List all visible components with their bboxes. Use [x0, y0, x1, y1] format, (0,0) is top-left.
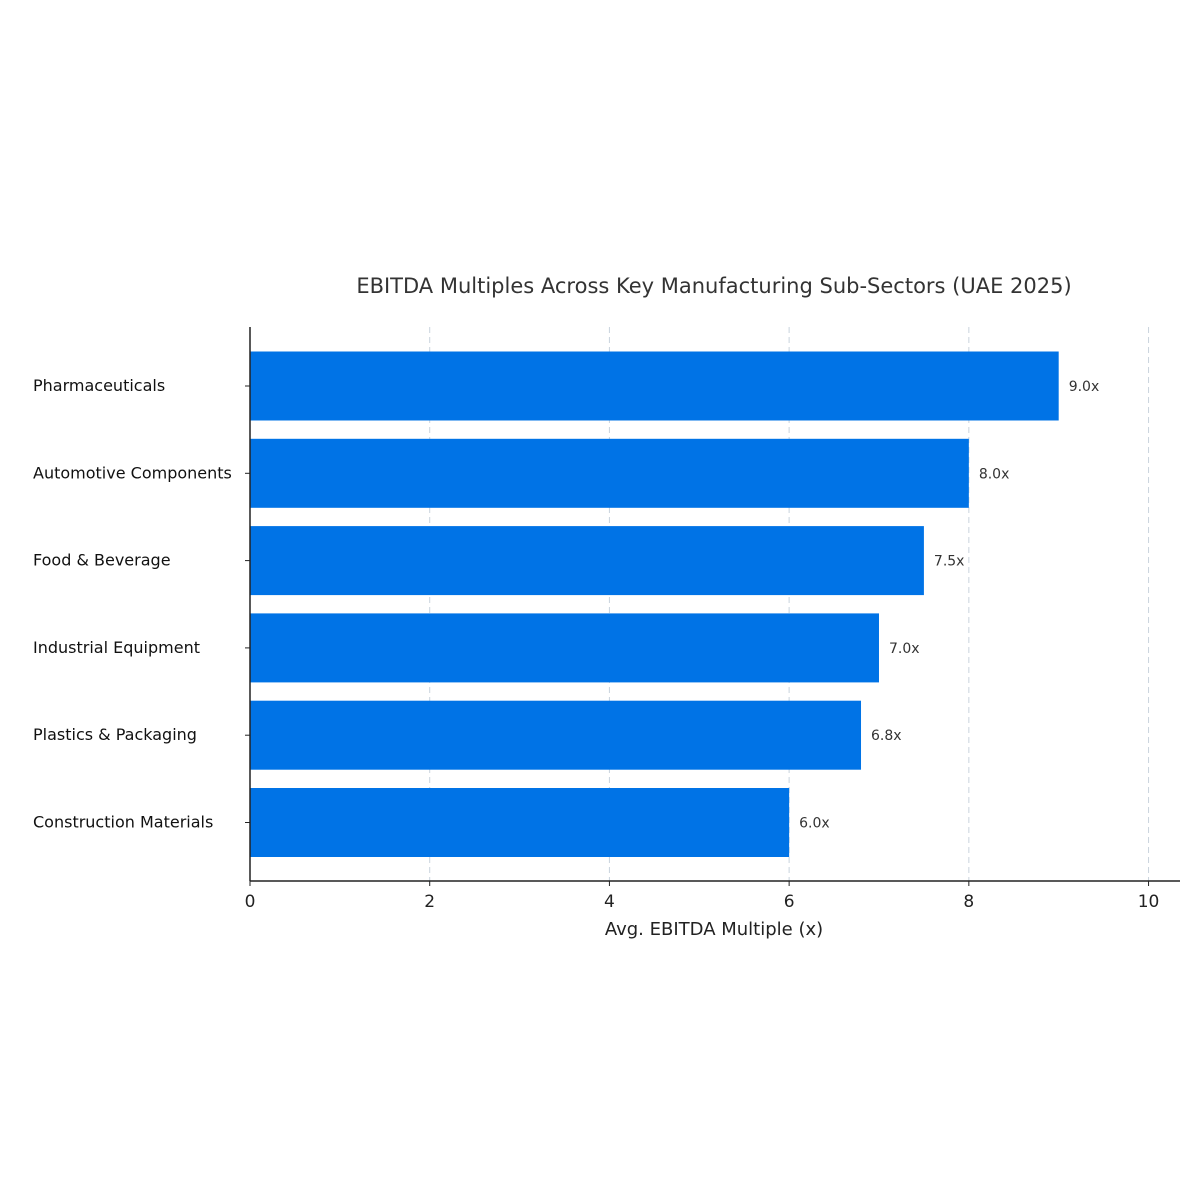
data-label-1: 8.0x: [979, 466, 1010, 482]
bar-5: [250, 788, 790, 857]
category-label-2: Food & Beverage: [33, 551, 171, 570]
bar-4: [250, 700, 862, 770]
x-tick-label-2: 2: [424, 892, 435, 912]
bar-2: [250, 526, 924, 596]
category-label-3: Industrial Equipment: [33, 638, 200, 657]
x-tick-label-10: 10: [1138, 892, 1160, 912]
axes: 0 2 4 6 8 10: [245, 327, 1180, 912]
x-tick-label-4: 4: [604, 892, 615, 912]
x-axis-title: Avg. EBITDA Multiple (x): [605, 919, 823, 940]
bars: 9.0x 8.0x 7.5x 7.0x 6.8x 6.0x: [250, 351, 1100, 857]
x-tick-label-6: 6: [784, 892, 795, 912]
data-label-4: 6.8x: [871, 728, 902, 744]
data-label-2: 7.5x: [934, 554, 965, 570]
x-tick-label-8: 8: [963, 892, 974, 912]
bar-1: [250, 438, 969, 508]
data-label-5: 6.0x: [799, 816, 830, 832]
category-label-4: Plastics & Packaging: [33, 725, 197, 744]
category-label-0: Pharmaceuticals: [33, 376, 165, 395]
data-label-3: 7.0x: [889, 641, 920, 657]
chart-title: EBITDA Multiples Across Key Manufacturin…: [356, 274, 1071, 298]
category-label-1: Automotive Components: [33, 463, 232, 482]
x-tick-label-0: 0: [245, 892, 256, 912]
bar-0: [250, 351, 1059, 421]
category-labels: Pharmaceuticals Automotive Components Food…: [33, 376, 232, 832]
data-label-0: 9.0x: [1069, 379, 1100, 395]
category-label-5: Construction Materials: [33, 813, 213, 832]
bar-3: [250, 613, 879, 683]
